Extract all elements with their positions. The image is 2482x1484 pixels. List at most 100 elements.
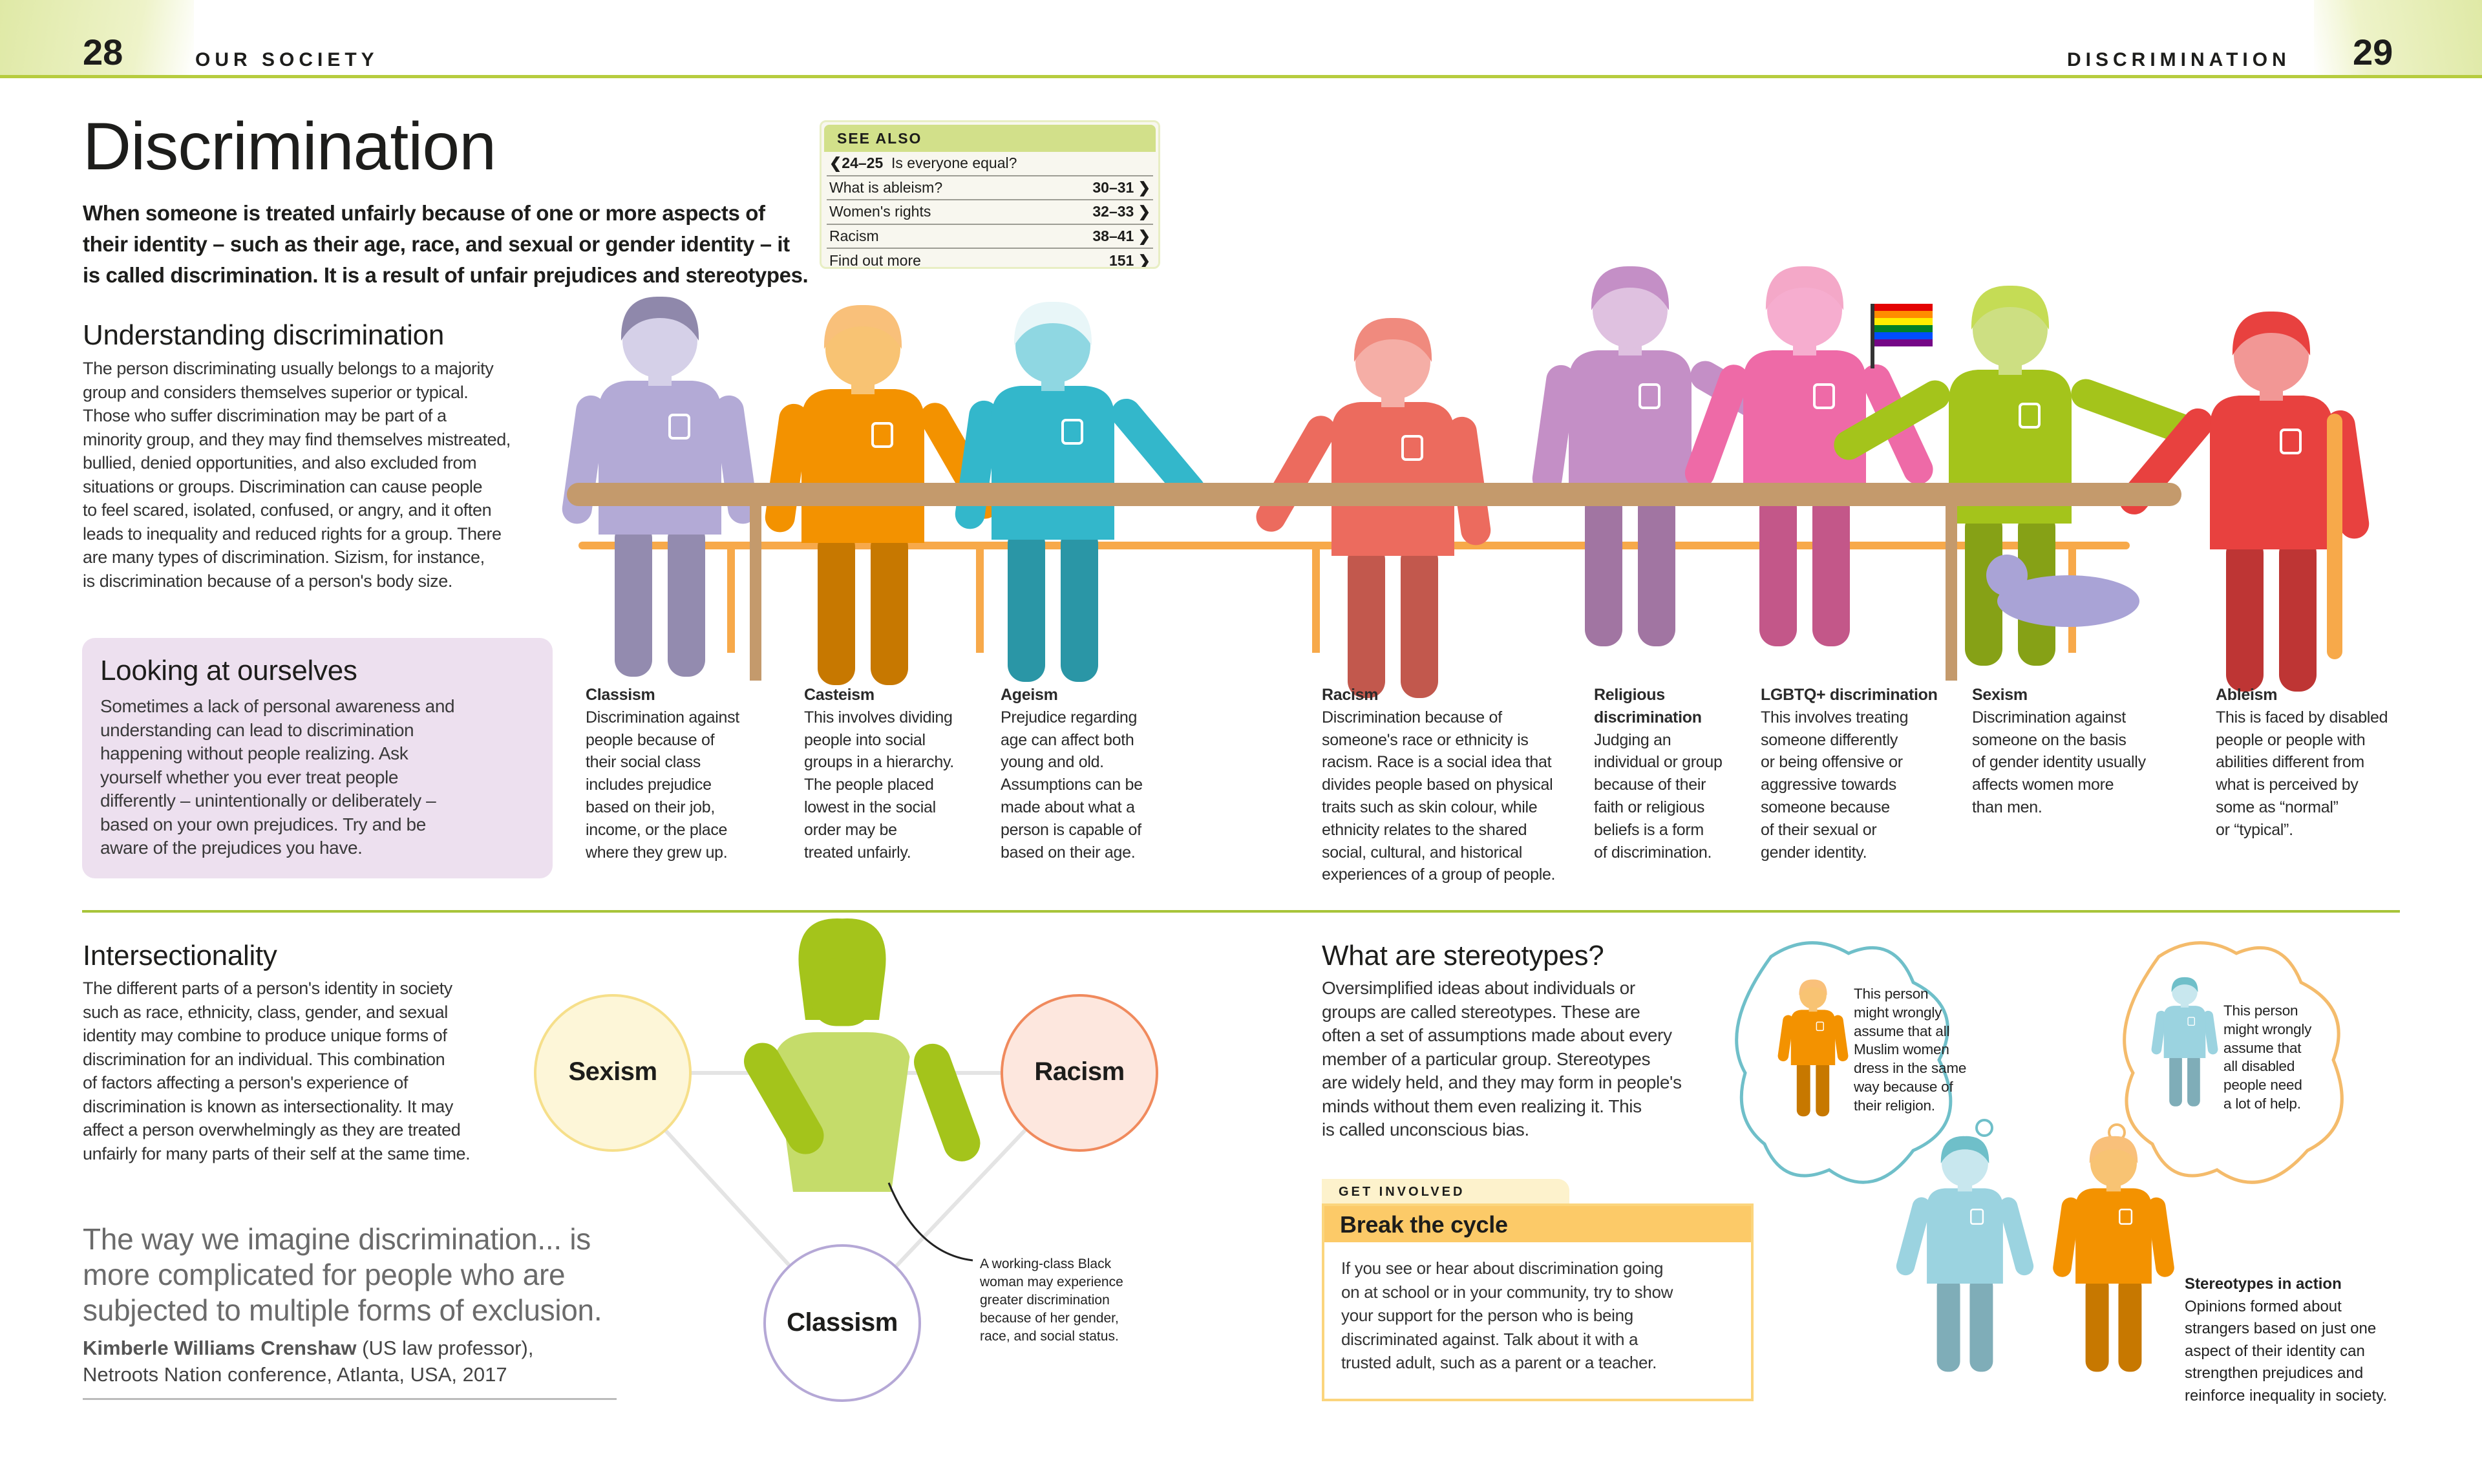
bench-leg: [727, 549, 735, 653]
intersectionality-body: The different parts of a person's identi…: [83, 979, 471, 1163]
pocket: [668, 414, 690, 440]
thought-bubble-left: [1735, 941, 1953, 1184]
leg: [1585, 491, 1622, 646]
arm: [913, 1043, 981, 1161]
right-page-number: 29: [2353, 32, 2393, 72]
see-also-link[interactable]: Women's rights 32–33 ❯: [827, 200, 1153, 225]
leg: [668, 522, 705, 677]
arm: [2071, 379, 2194, 443]
hair: [1971, 285, 2050, 330]
torso: [1331, 402, 1454, 556]
arm: [1834, 380, 1950, 460]
hair: [620, 296, 699, 341]
type-sexism: Sexism Discrimination against someone on …: [1972, 684, 2146, 819]
pocket: [1816, 1021, 1824, 1032]
circle-label-racism: Racism: [1034, 1057, 1125, 1086]
hair: [2171, 977, 2198, 992]
type-text: Prejudice regarding age can affect both …: [1001, 708, 1143, 862]
type-text: Discrimination against someone on the ba…: [1972, 708, 2146, 816]
torso: [1569, 350, 1692, 504]
hair: [1353, 317, 1432, 362]
torso: [2075, 1188, 2152, 1284]
in-action-body: Opinions formed about strangers based on…: [2185, 1297, 2388, 1404]
intersectionality-diagram: [534, 918, 1158, 1402]
arm: [1532, 365, 1576, 494]
leg: [615, 522, 652, 677]
type-classism: Classism Discrimination against people be…: [586, 684, 739, 864]
intersection-annotation: A working-class Black woman may experien…: [980, 1256, 1123, 1344]
hair: [2232, 311, 2311, 355]
flag-pole: [1871, 304, 1874, 368]
figure-woman-stereotyping: [2053, 1136, 2174, 1372]
arm: [743, 1043, 824, 1154]
leg: [1638, 491, 1675, 646]
arm: [1447, 416, 1491, 546]
pocket: [1970, 1209, 1984, 1225]
arm: [1777, 1015, 1794, 1062]
right-running-head: DISCRIMINATION: [2067, 49, 2291, 70]
dog-body: [1997, 575, 2139, 627]
understanding-body: The person discriminating usually belong…: [83, 359, 511, 591]
see-also-pages: 30–31: [1092, 178, 1134, 196]
circle-label-classism: Classism: [787, 1308, 898, 1337]
get-involved-body: If you see or hear about discrimination …: [1341, 1258, 1673, 1372]
stereotypes-in-action: Stereotypes in action Opinions formed abo…: [2185, 1273, 2387, 1407]
torso: [801, 389, 924, 543]
understanding-heading: Understanding discrimination: [83, 319, 445, 351]
torso: [992, 386, 1114, 540]
arm: [2147, 1197, 2174, 1277]
see-also-label: What is ableism?: [829, 178, 943, 196]
table-top: [567, 483, 2181, 506]
circle-racism: [1001, 994, 1158, 1152]
type-religious: Religious discrimination Judging an indiv…: [1594, 684, 1723, 864]
leg: [1796, 1060, 1810, 1117]
type-name: LGBTQ+ discrimination: [1761, 686, 1938, 704]
leg: [2169, 1054, 2182, 1107]
torso: [2210, 396, 2333, 549]
hair: [2089, 1136, 2138, 1163]
see-also-link[interactable]: Racism 38–41 ❯: [827, 225, 1153, 249]
head: [622, 303, 697, 378]
see-also-pages: 151: [1108, 252, 1134, 269]
leg: [1061, 527, 1098, 682]
leg: [2118, 1275, 2142, 1372]
leg: [1348, 543, 1385, 698]
quote-text: The way we imagine discrimination... is …: [83, 1222, 602, 1327]
head: [1355, 324, 1430, 399]
stereotypes-body: Oversimplified ideas about individuals o…: [1322, 978, 1682, 1140]
small-figure-muslim-woman: [1777, 979, 1849, 1117]
stereotypes-heading: What are stereotypes?: [1322, 940, 1604, 971]
type-name: Religious discrimination: [1594, 686, 1702, 726]
arm: [2151, 1010, 2167, 1055]
bench-leg: [976, 549, 984, 653]
leg: [1816, 1060, 1830, 1117]
see-also-label: Is everyone equal?: [891, 154, 1017, 172]
arm: [1832, 1015, 1849, 1062]
circle-classism: [763, 1244, 921, 1402]
see-also-link[interactable]: Find out more 151 ❯: [827, 249, 1153, 269]
table-leg: [750, 506, 761, 681]
leg: [2279, 536, 2317, 692]
thought-dot: [1975, 1119, 1993, 1137]
pocket: [2019, 403, 2041, 429]
see-also-pages: 32–33: [1092, 203, 1134, 220]
torso: [2163, 1006, 2206, 1058]
see-also-link[interactable]: ❮24–25 Is everyone equal?: [827, 152, 1153, 176]
leg: [818, 530, 855, 685]
quote-source: Netroots Nation conference, Atlanta, USA…: [83, 1363, 507, 1386]
see-also-label: Find out more: [829, 252, 921, 269]
see-also-link[interactable]: What is ableism? 30–31 ❯: [827, 176, 1153, 200]
right-page-tab: [2314, 0, 2482, 76]
rainbow-flag-icon: [1871, 304, 1933, 368]
flag-stripe: [1874, 339, 1933, 346]
hair: [1591, 266, 1670, 310]
type-ageism: Ageism Prejudice regarding age can affect…: [1001, 684, 1143, 864]
pocket: [1813, 383, 1835, 409]
small-figure-disabled-person: [2151, 977, 2218, 1107]
pocket: [871, 422, 893, 448]
flag-stripe: [1874, 325, 1933, 332]
see-also-label: Racism: [829, 227, 879, 244]
hair: [1799, 979, 1827, 995]
table-leg: [1946, 506, 1957, 681]
type-text: Discrimination against people because of…: [586, 708, 739, 862]
